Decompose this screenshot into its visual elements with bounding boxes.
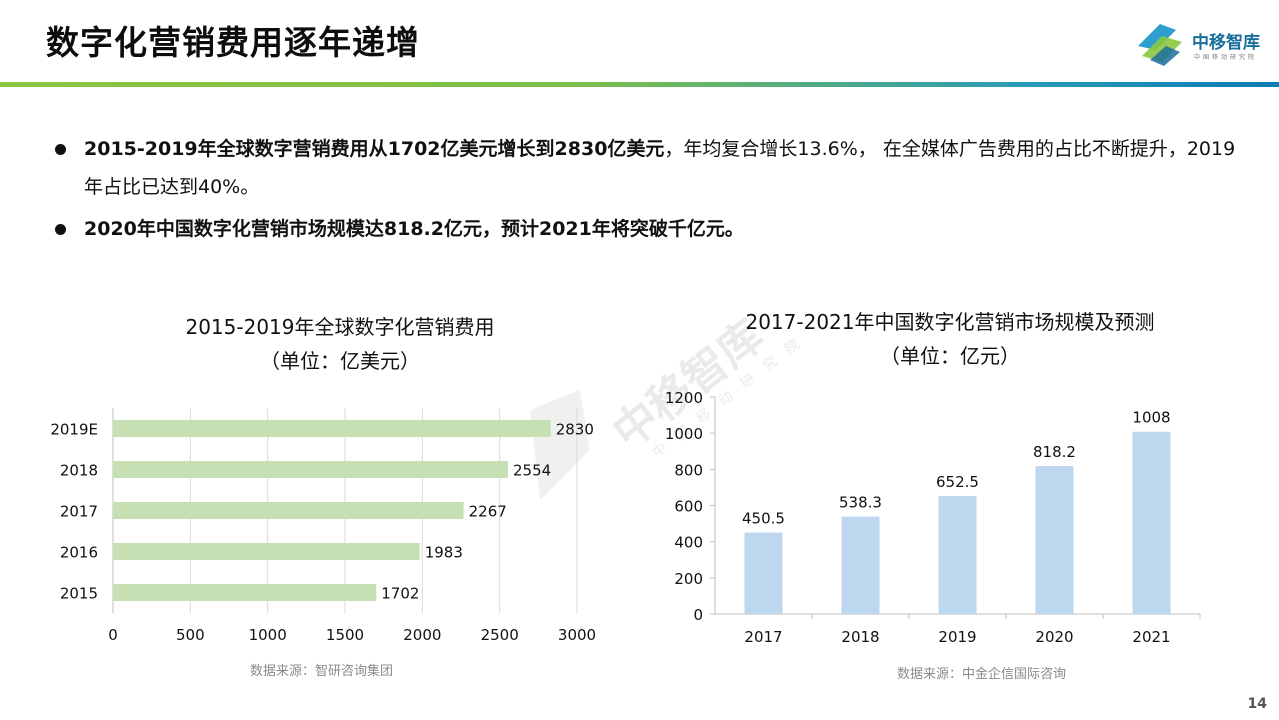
bullet-dot-icon [55,144,66,155]
china-chart-subtitle: （单位：亿元） [880,344,1020,368]
x-tick-label: 1000 [249,626,287,644]
y-tick-label: 2016 [60,544,98,562]
y-tick-label: 400 [674,534,703,552]
bullet-bold-text: 2015-2019年全球数字营销费用从1702亿美元增长到2830亿美元 [84,138,665,160]
bar [113,502,464,519]
x-tick-label: 3000 [558,626,596,644]
y-tick-label: 800 [674,461,703,479]
x-tick-label: 2021 [1132,628,1170,646]
x-tick-label: 1500 [326,626,364,644]
data-label: 652.5 [936,473,979,491]
bullet-list: 2015-2019年全球数字营销费用从1702亿美元增长到2830亿美元，年均复… [52,130,1242,252]
data-label: 818.2 [1033,443,1076,461]
data-label: 538.3 [839,494,882,512]
y-tick-label: 2019E [50,421,98,439]
global-marketing-chart: 0 500 1000 1500 2000 2500 3000 2019E 2830 2018 255… [50,408,596,644]
logo-mark-icon [1138,24,1182,66]
watermark-shape-icon [530,390,590,500]
china-chart-title: 2017-2021年中国数字化营销市场规模及预测 [745,310,1155,334]
china-marketing-chart: 0 200 400 600 800 1000 1200 450.5 2017 538.3 2018 6… [665,389,1201,646]
slide-title: 数字化营销费用逐年递增 [46,23,420,62]
x-tick-label: 2020 [1035,628,1073,646]
bar [113,461,509,478]
global-chart-title: 2015-2019年全球数字化营销费用 [185,315,495,339]
logo-subtitle: 中国移动研究院 [1194,54,1258,61]
logo-name: 中移智库 [1192,33,1260,53]
x-tick-label: 500 [176,626,205,644]
page-number: 14 [1247,696,1267,712]
bullet-text: ，年均复合增长13.6%， 在全媒体广告费用的占比不断提升，2019年占比已达到… [84,138,1236,198]
y-tick-label: 1000 [665,425,703,443]
bar [113,543,420,560]
header-divider [0,82,1279,87]
y-tick-label: 0 [693,606,703,624]
x-tick-label: 2017 [744,628,782,646]
bullet-dot-icon [55,224,66,235]
logo: 中移智库 中国移动研究院 [1132,16,1272,68]
data-label: 2267 [469,503,507,521]
bar [938,496,977,614]
china-chart-title-block: 2017-2021年中国数字化营销市场规模及预测 （单位：亿元） [700,305,1200,373]
x-tick-label: 2500 [481,626,519,644]
y-tick-label: 600 [674,498,703,516]
data-label: 1702 [381,585,419,603]
global-chart-source: 数据来源：智研咨询集团 [250,664,394,679]
global-chart-title-block: 2015-2019年全球数字化营销费用 （单位：亿美元） [150,310,530,378]
bullet-item-global: 2015-2019年全球数字营销费用从1702亿美元增长到2830亿美元，年均复… [52,130,1242,206]
bar [744,532,783,614]
y-tick-label: 2017 [60,503,98,521]
y-tick-label: 2018 [60,462,98,480]
x-tick-label: 2000 [403,626,441,644]
data-label: 2830 [556,421,594,439]
data-label: 450.5 [742,510,785,528]
data-label: 2554 [513,462,551,480]
bar [1035,466,1074,614]
x-tick-label: 0 [108,626,118,644]
y-tick-label: 200 [674,570,703,588]
x-tick-label: 2019 [938,628,976,646]
x-tick-label: 2018 [841,628,879,646]
bullet-item-china: 2020年中国数字化营销市场规模达818.2亿元，预计2021年将突破千亿元。 [52,210,1242,248]
y-tick-label: 1200 [665,389,703,407]
bullet-bold-text: 2020年中国数字化营销市场规模达818.2亿元，预计2021年将突破千亿元。 [84,218,744,240]
bar [841,516,880,614]
china-chart-source: 数据来源：中金企信国际咨询 [897,667,1067,682]
bar [113,584,377,601]
bar [113,420,551,437]
bar [1132,431,1171,614]
global-chart-subtitle: （单位：亿美元） [260,349,420,373]
data-label: 1983 [425,544,463,562]
data-label: 1008 [1132,409,1170,427]
y-tick-label: 2015 [60,585,98,603]
